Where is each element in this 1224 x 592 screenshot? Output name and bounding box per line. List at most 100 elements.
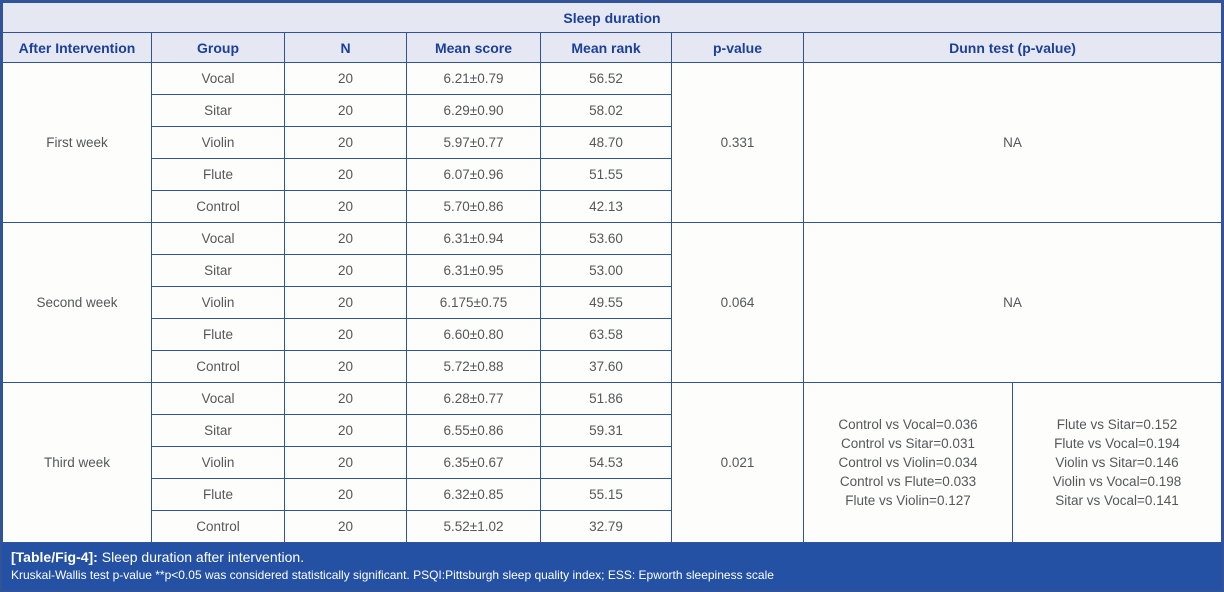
table-row: Violin 20 6.35±0.67 54.53 xyxy=(3,446,1222,479)
dunn-pair: Flute vs Sitar=0.152 xyxy=(1056,417,1178,432)
dunn-pair: Violin vs Vocal=0.198 xyxy=(1052,474,1182,489)
table-row: Violin 20 6.175±0.75 49.55 xyxy=(3,286,1222,319)
sleep-duration-table: Sleep duration After Intervention Group … xyxy=(2,2,1222,543)
dunn-left-cell: Control vs Vocal=0.036 Control vs Sitar=… xyxy=(803,382,1013,543)
mean-rank-cell: 51.55 xyxy=(540,158,672,191)
table-title-row: Sleep duration xyxy=(2,2,1222,33)
dunn-pair: Control vs Vocal=0.036 xyxy=(838,417,978,432)
mean-score-cell: 6.32±0.85 xyxy=(406,478,541,511)
dunn-na-cell-second: NA xyxy=(803,222,1222,383)
n-cell: 20 xyxy=(284,446,407,479)
mean-score-cell: 5.70±0.86 xyxy=(406,190,541,223)
table-row: Second week Vocal 20 6.31±0.94 53.60 0.0… xyxy=(2,222,1222,383)
mean-score-cell: 6.07±0.96 xyxy=(406,158,541,191)
dunn-na-cell-first: NA xyxy=(803,62,1222,223)
caption-text: Sleep duration after intervention. xyxy=(101,549,305,565)
column-header-after-intervention: After Intervention xyxy=(2,32,152,63)
n-cell: 20 xyxy=(284,478,407,511)
n-cell: 20 xyxy=(284,286,407,319)
mean-rank-cell: 59.31 xyxy=(540,414,672,447)
group-cell: Flute xyxy=(151,318,285,351)
mean-score-cell: 6.29±0.90 xyxy=(406,94,541,127)
mean-score-cell: 6.28±0.77 xyxy=(406,382,541,415)
group-cell: Violin xyxy=(151,286,285,319)
mean-score-cell: 5.72±0.88 xyxy=(406,350,541,383)
table-row: Flute 20 6.60±0.80 63.58 xyxy=(3,318,1222,351)
group-cell: Sitar xyxy=(151,254,285,287)
group-cell: Control xyxy=(151,190,285,223)
mean-rank-cell: 37.60 xyxy=(540,350,672,383)
table-row: First week Vocal 20 6.21±0.79 56.52 0.33… xyxy=(2,62,1222,223)
group-cell: Flute xyxy=(151,158,285,191)
table-row: Control 20 5.52±1.02 32.79 xyxy=(3,510,1222,543)
mean-score-cell: 6.31±0.94 xyxy=(406,222,541,255)
week-cell-first: First week xyxy=(2,62,152,223)
footnote: Kruskal-Wallis test p-value **p<0.05 was… xyxy=(11,568,774,582)
mean-score-cell: 6.31±0.95 xyxy=(406,254,541,287)
n-cell: 20 xyxy=(284,510,407,543)
group-cell: Control xyxy=(151,510,285,543)
group-cell: Sitar xyxy=(151,414,285,447)
n-cell: 20 xyxy=(284,254,407,287)
group-cell: Violin xyxy=(151,126,285,159)
table-row: Control 20 5.72±0.88 37.60 xyxy=(3,350,1222,383)
n-cell: 20 xyxy=(284,382,407,415)
n-cell: 20 xyxy=(284,190,407,223)
mean-score-cell: 5.97±0.77 xyxy=(406,126,541,159)
p-value-cell-second: 0.064 xyxy=(671,222,804,383)
mean-rank-cell: 56.52 xyxy=(540,62,672,95)
dunn-pair: Control vs Sitar=0.031 xyxy=(841,436,975,451)
mean-rank-cell: 53.00 xyxy=(540,254,672,287)
mean-score-cell: 6.175±0.75 xyxy=(406,286,541,319)
n-cell: 20 xyxy=(284,222,407,255)
group-cell: Vocal xyxy=(151,382,285,415)
week-cell-second: Second week xyxy=(2,222,152,383)
mean-score-cell: 6.60±0.80 xyxy=(406,318,541,351)
group-cell: Vocal xyxy=(151,222,285,255)
figure-footer: [Table/Fig-4]: Sleep duration after inte… xyxy=(2,543,1222,590)
dunn-right-cell: Flute vs Sitar=0.152 Flute vs Vocal=0.19… xyxy=(1012,382,1222,543)
dunn-pair: Violin vs Sitar=0.146 xyxy=(1055,455,1179,470)
p-value-cell-first: 0.331 xyxy=(671,62,804,223)
mean-rank-cell: 54.53 xyxy=(540,446,672,479)
caption-tag: [Table/Fig-4]: xyxy=(11,549,98,565)
mean-rank-cell: 53.60 xyxy=(540,222,672,255)
column-header-mean-rank: Mean rank xyxy=(540,32,672,63)
group-cell: Sitar xyxy=(151,94,285,127)
mean-rank-cell: 42.13 xyxy=(540,190,672,223)
column-header-row: After Intervention Group N Mean score Me… xyxy=(2,32,1222,63)
dunn-pair: Flute vs Vocal=0.194 xyxy=(1054,436,1180,451)
dunn-pair: Control vs Flute=0.033 xyxy=(839,474,977,489)
column-header-p-value: p-value xyxy=(671,32,804,63)
n-cell: 20 xyxy=(284,350,407,383)
mean-rank-cell: 55.15 xyxy=(540,478,672,511)
mean-score-cell: 5.52±1.02 xyxy=(406,510,541,543)
table-title: Sleep duration xyxy=(2,2,1222,33)
table-row: Violin 20 5.97±0.77 48.70 xyxy=(3,126,1222,159)
mean-rank-cell: 48.70 xyxy=(540,126,672,159)
table-row: Third week Vocal 20 6.28±0.77 51.86 0.02… xyxy=(2,382,1222,543)
mean-score-cell: 6.55±0.86 xyxy=(406,414,541,447)
column-header-mean-score: Mean score xyxy=(406,32,541,63)
mean-rank-cell: 63.58 xyxy=(540,318,672,351)
mean-score-cell: 6.35±0.67 xyxy=(406,446,541,479)
mean-rank-cell: 51.86 xyxy=(540,382,672,415)
mean-rank-cell: 49.55 xyxy=(540,286,672,319)
mean-rank-cell: 58.02 xyxy=(540,94,672,127)
n-cell: 20 xyxy=(284,94,407,127)
dunn-pair: Control vs Violin=0.034 xyxy=(838,455,978,470)
column-header-dunn-test: Dunn test (p-value) xyxy=(803,32,1222,63)
table-row: Sitar 20 6.29±0.90 58.02 xyxy=(3,94,1222,127)
n-cell: 20 xyxy=(284,158,407,191)
group-cell: Control xyxy=(151,350,285,383)
week-cell-third: Third week xyxy=(2,382,152,543)
n-cell: 20 xyxy=(284,62,407,95)
n-cell: 20 xyxy=(284,318,407,351)
n-cell: 20 xyxy=(284,414,407,447)
p-value-cell-third: 0.021 xyxy=(671,382,804,543)
group-cell: Vocal xyxy=(151,62,285,95)
mean-score-cell: 6.21±0.79 xyxy=(406,62,541,95)
dunn-pair: Flute vs Violin=0.127 xyxy=(845,493,971,508)
group-cell: Flute xyxy=(151,478,285,511)
